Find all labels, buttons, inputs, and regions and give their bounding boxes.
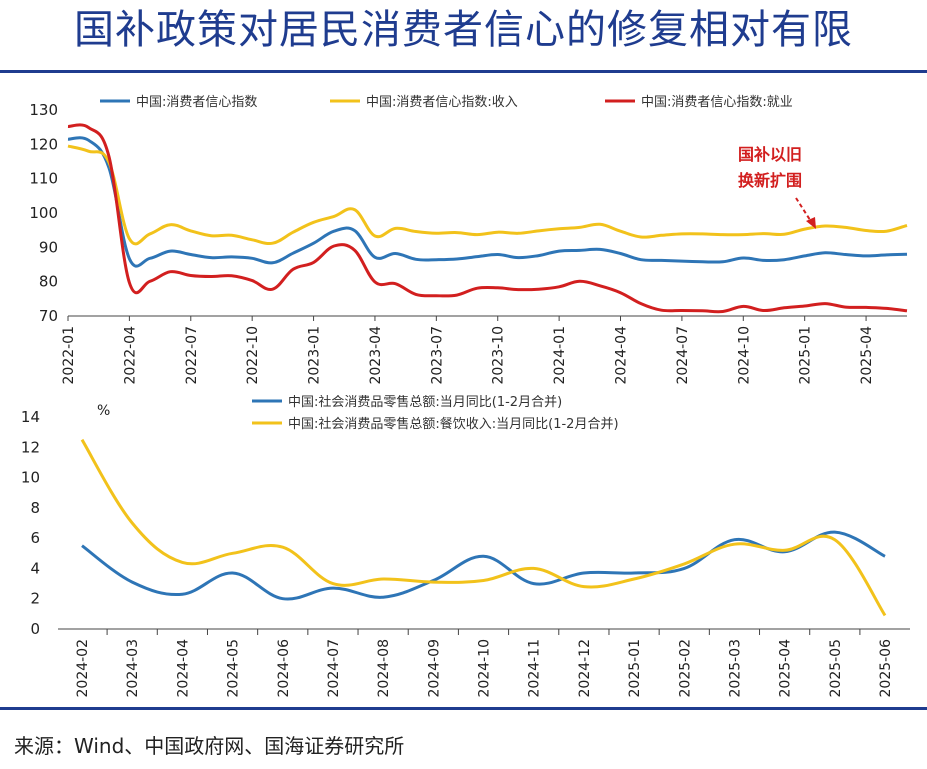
x-tick-label: 2025-04: [778, 639, 794, 698]
x-tick-label: 2025-03: [727, 639, 743, 698]
y-tick-label: 6: [30, 529, 40, 547]
y-tick-label: 90: [39, 238, 58, 256]
legend-label: 中国:消费者信心指数:就业: [641, 95, 793, 110]
series-line: [81, 530, 886, 601]
x-tick-label: 2022-07: [184, 326, 200, 385]
x-tick-label: 2024-06: [276, 639, 292, 698]
x-tick-label: 2025-04: [859, 326, 875, 385]
y-tick-label: 0: [30, 620, 40, 638]
retail-sales-chart: 0 2 4 6 8 10 12 14 % 2024-02 2024-03 2024-04 2024-05…: [21, 395, 910, 698]
x-tick-label: 2024-02: [75, 639, 91, 698]
legend-label: 中国:社会消费品零售总额:餐饮收入:当月同比(1-2月合并): [288, 416, 619, 432]
y-tick-label: 8: [30, 499, 40, 517]
x-tick-label: 2024-04: [175, 639, 191, 698]
x-tick-label: 2024-05: [226, 639, 242, 698]
x-tick-label: 2024-09: [426, 639, 442, 698]
series-line: [67, 123, 908, 314]
x-tick-label: 2022-04: [122, 326, 138, 385]
annotation-arrow: [795, 197, 813, 224]
x-tick-label: 2024-04: [614, 326, 630, 385]
x-tick-label: 2022-01: [61, 326, 77, 385]
x-tick-label: 2025-02: [677, 639, 693, 698]
source-note: 来源：Wind、中国政府网、国海证券研究所: [14, 734, 405, 758]
y-tick-label: 70: [39, 307, 58, 325]
y-tick-label: 80: [39, 273, 58, 291]
series-line: [80, 438, 887, 617]
y-tick-label: 100: [29, 204, 58, 222]
title-underline: [0, 70, 927, 73]
unit-label: %: [97, 403, 110, 419]
footer-rule: [0, 707, 927, 710]
y-tick-label: 2: [30, 590, 40, 608]
x-tick-label: 2024-12: [577, 639, 593, 698]
page-title: 国补政策对居民消费者信心的修复相对有限: [74, 7, 853, 53]
x-tick-label: 2024-08: [376, 639, 392, 698]
x-tick-label: 2023-01: [307, 326, 323, 385]
x-tick-label: 2024-10: [736, 326, 752, 385]
legend-label: 中国:社会消费品零售总额:当月同比(1-2月合并): [288, 395, 562, 410]
x-tick-label: 2024-03: [125, 639, 141, 698]
legend-label: 中国:消费者信心指数:收入: [366, 95, 518, 110]
x-tick-label: 2025-01: [627, 639, 643, 698]
y-tick-label: 130: [29, 101, 58, 119]
x-tick-label: 2023-10: [491, 326, 507, 385]
y-tick-label: 4: [30, 559, 40, 577]
y-tick-label: 12: [21, 438, 40, 456]
y-tick-label: 14: [21, 408, 40, 426]
annotation-text: 国补以旧: [738, 145, 802, 164]
consumer-confidence-chart: 70 80 90 100 110 120 130 2022-01 2022-04 2022-07 2…: [29, 95, 908, 385]
x-tick-label: 2023-07: [429, 326, 445, 385]
annotation-arrowhead: [806, 217, 816, 229]
series-line: [67, 144, 908, 246]
x-tick-label: 2023-04: [368, 326, 384, 385]
annotation-text: 换新扩围: [738, 171, 802, 190]
x-tick-label: 2024-07: [326, 639, 342, 698]
x-tick-label: 2025-01: [798, 326, 814, 385]
x-tick-label: 2025-06: [878, 639, 894, 698]
legend-label: 中国:消费者信心指数: [136, 95, 257, 110]
x-tick-label: 2024-10: [477, 639, 493, 698]
y-tick-label: 120: [29, 135, 58, 153]
x-tick-label: 2024-01: [552, 326, 568, 385]
x-tick-label: 2024-07: [675, 326, 691, 385]
y-tick-label: 10: [21, 469, 40, 487]
y-tick-label: 110: [29, 170, 58, 188]
x-tick-label: 2022-10: [245, 326, 261, 385]
x-tick-label: 2024-11: [527, 639, 543, 698]
series-line: [67, 136, 908, 268]
x-tick-label: 2025-05: [828, 639, 844, 698]
